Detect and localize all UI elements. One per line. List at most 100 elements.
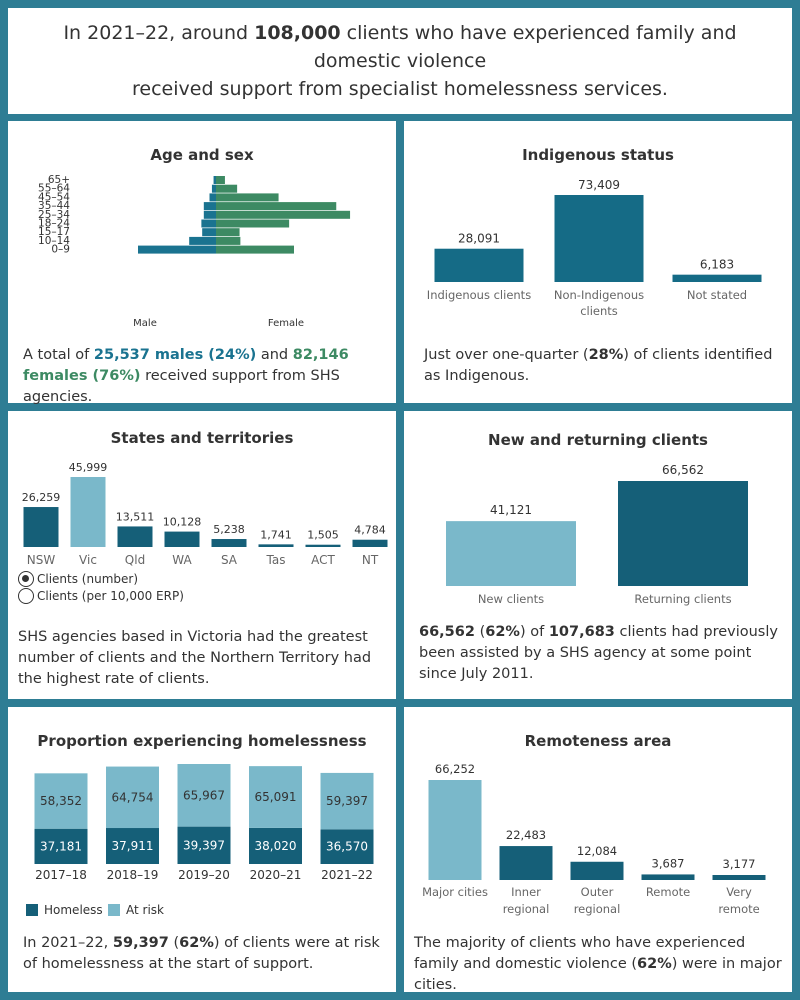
male-bar-25-34 (203, 210, 216, 219)
female-bar-45-54 (216, 193, 279, 202)
value-label-outer-regional: 12,084 (577, 844, 617, 858)
states-panel: States and territories 26,259 NSW 45,999 Vi… (8, 411, 396, 699)
female-bar-65 (216, 176, 225, 184)
value-label-major-cities: 66,252 (435, 762, 475, 776)
legend-at-risk-swatch (108, 904, 120, 916)
homeless-label-2019-20: 39,397 (183, 838, 225, 852)
category-label-indigenous-clients-0: Indigenous clients (427, 288, 531, 302)
homeless-bar-2019-20 (177, 826, 231, 864)
homeless-label-2017-18: 37,181 (40, 839, 82, 853)
male-bar-65 (213, 176, 216, 184)
state-label-vic: Vic (79, 553, 97, 567)
at-risk-label-2020-21: 65,091 (255, 790, 297, 804)
axis-label-male: Male (133, 318, 157, 329)
remoteness-chart: 66,252 Major cities 22,483 Inner regional 12,… (422, 762, 766, 916)
homelessness-caption: In 2021–22, 59,397 (62%) of clients were… (23, 935, 380, 972)
female-bar-10-14 (216, 236, 241, 245)
state-label-nsw: NSW (27, 553, 56, 567)
age-sex-caption: A total of 25,537 males (24%) and 82,146… (23, 347, 349, 405)
category-label-very-remote-0: Very (726, 885, 752, 899)
year-label-2021-22: 2021–22 (321, 868, 373, 882)
male-bar-0-9 (138, 245, 216, 254)
indigenous-panel: Indigenous status 28,091 Indigenous clien… (404, 121, 792, 403)
male-bar-18-24 (201, 219, 216, 228)
radio-clients-number[interactable]: Clients (number) (18, 571, 138, 587)
at-risk-label-2017-18: 58,352 (40, 794, 82, 808)
bar-returning-clients (618, 481, 748, 586)
value-label-non-indigenous-clients: 73,409 (578, 178, 620, 192)
bar-vic (70, 477, 106, 547)
indigenous-title: Indigenous status (522, 146, 674, 164)
new-returning-title: New and returning clients (488, 431, 708, 449)
male-bar-55-64 (211, 184, 216, 193)
age-sex-panel: Age and sex 65+ 55–64 45–54 35–44 25–34 18–24… (8, 121, 396, 405)
homelessness-panel: Proportion experiencing homelessness 37,… (8, 707, 396, 992)
bar-not-stated (672, 274, 762, 282)
bar-sa (211, 539, 247, 547)
male-bar-45-54 (209, 193, 216, 202)
female-bar-18-24 (216, 219, 290, 228)
age-label-18-24: 18–24 (38, 218, 70, 230)
legend-homeless-swatch (26, 904, 38, 916)
radio-unselected-icon[interactable] (18, 588, 34, 604)
category-label-inner-regional-0: Inner (511, 885, 541, 899)
bar-tas (258, 544, 294, 547)
at-risk-label-2018-19: 64,754 (112, 790, 154, 804)
radio-clients-rate[interactable]: Clients (per 10,000 ERP) (18, 588, 184, 604)
category-label-very-remote-1: remote (718, 902, 759, 916)
bar-very-remote (712, 875, 766, 880)
age-label-35-44: 35–44 (38, 200, 70, 212)
age-label-10-14: 10–14 (38, 235, 70, 247)
header-part-2: clients who have experienced family and … (313, 22, 737, 72)
value-label-new-clients: 41,121 (490, 503, 532, 517)
bar-act (305, 544, 341, 547)
radio-selected-icon[interactable] (18, 571, 34, 587)
value-label-nsw: 26,259 (22, 491, 61, 504)
category-label-new-clients: New clients (478, 592, 544, 606)
category-label-inner-regional-1: regional (503, 902, 550, 916)
legend-homeless: Homeless (26, 903, 103, 917)
at-risk-label-2019-20: 65,967 (183, 788, 225, 802)
at-risk-bar-2020-21 (249, 766, 302, 828)
category-label-non-indigenous-clients-0: Non-Indigenous (554, 288, 644, 302)
state-label-sa: SA (221, 553, 238, 567)
states-caption: SHS agencies based in Victoria had the g… (18, 629, 372, 687)
state-label-qld: Qld (125, 553, 145, 567)
female-bar-55-64 (216, 184, 238, 193)
value-label-wa: 10,128 (163, 516, 202, 529)
state-label-tas: Tas (266, 553, 286, 567)
header-text: In 2021–22, around 108,000 clients who h… (8, 19, 792, 103)
value-label-qld: 13,511 (116, 510, 155, 523)
female-bar-35-44 (216, 202, 337, 211)
homeless-bar-2021-22 (320, 829, 374, 864)
state-label-wa: WA (172, 553, 192, 567)
age-label-65: 65+ (48, 174, 70, 186)
new-returning-caption: 66,562 (62%) of 107,683 clients had prev… (419, 624, 778, 682)
females-total: 82,146 females (76%) (23, 347, 349, 384)
bar-qld (117, 526, 153, 547)
remoteness-title: Remoteness area (524, 732, 672, 750)
males-total: 25,537 males (24%) (93, 347, 257, 363)
value-label-inner-regional: 22,483 (506, 828, 546, 842)
category-label-remote-0: Remote (646, 885, 690, 899)
homelessness-title: Proportion experiencing homelessness (37, 732, 367, 750)
at-risk-label-2021-22: 59,397 (326, 794, 368, 808)
at-risk-bar-2017-18 (34, 773, 88, 829)
homeless-bar-2018-19 (106, 828, 159, 864)
male-bar-10-14 (189, 236, 216, 245)
category-label-returning-clients: Returning clients (634, 592, 731, 606)
age-label-25-34: 25–34 (38, 209, 70, 221)
bar-new-clients (446, 521, 576, 586)
value-label-sa: 5,238 (213, 523, 245, 536)
at-risk-bar-2021-22 (320, 772, 374, 830)
homeless-bar-2020-21 (249, 827, 302, 864)
bar-nsw (23, 507, 59, 547)
value-label-not-stated: 6,183 (700, 258, 734, 272)
homeless-label-2020-21: 38,020 (255, 839, 297, 853)
new-returning-chart: 41,121 New clients 66,562 Returning clients (446, 463, 748, 606)
axis-label-female: Female (268, 318, 304, 329)
state-label-nt: NT (362, 553, 379, 567)
year-label-2018-19: 2018–19 (107, 868, 159, 882)
female-bar-15-17 (216, 228, 240, 237)
homelessness-chart: 37,181 58,352 2017–18 37,911 64,754 2018–19 39… (34, 764, 374, 882)
